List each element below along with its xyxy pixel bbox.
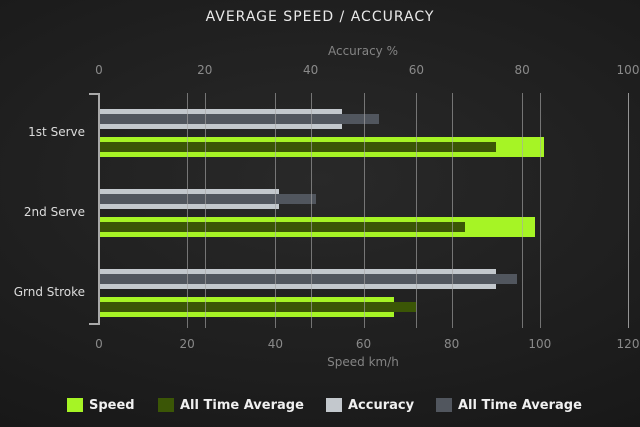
bottom-gridline-60 [363,93,365,328]
bottom-tick-40: 40 [267,337,283,351]
top-tick-80: 80 [514,63,530,77]
top-tick-20: 20 [197,63,213,77]
top-gridline-80 [522,93,524,328]
legend-label-accuracy-all-time-average: All Time Average [458,398,582,413]
top-gridline-40 [310,93,312,328]
bottom-tick-120: 120 [616,337,640,351]
bottom-tick-80: 80 [444,337,460,351]
bar-all-time-average-grnd-stroke [99,274,517,284]
category-label-2nd-serve: 2nd Serve [23,205,85,219]
top-gridline-20 [204,93,206,328]
bar-all-time-average-2nd-serve [99,194,316,204]
top-tick-0: 0 [95,63,103,77]
legend-label-accuracy: Accuracy [348,398,415,413]
top-axis-title: Accuracy % [327,44,399,58]
legend-swatch-speed [67,398,83,412]
y-axis-top-cap [89,93,100,95]
bottom-tick-0: 0 [95,337,103,351]
bar-all-time-average-grnd-stroke [99,301,417,312]
top-tick-60: 60 [408,63,425,77]
top-tick-100: 100 [616,63,640,77]
legend-label-speed-all-time-average: All Time Average [180,398,304,413]
bottom-tick-100: 100 [528,337,552,351]
top-gridline-60 [416,93,418,328]
bottom-gridline-80 [451,93,453,328]
legend-swatch-accuracy [326,398,342,412]
top-tick-40: 40 [302,63,319,77]
bottom-gridline-40 [275,93,277,328]
category-label-grnd-stroke: Grnd Stroke [13,285,85,299]
legend-label-speed: Speed [89,398,135,413]
chart-title: AVERAGE SPEED / ACCURACY [205,9,435,25]
bottom-axis-title: Speed km/h [327,355,399,369]
bottom-tick-20: 20 [179,337,195,351]
bar-all-time-average-2nd-serve [99,221,465,232]
bar-all-time-average-1st-serve [99,114,380,124]
bottom-gridline-20 [187,93,189,328]
legend-swatch-accuracy-all-time-average [436,398,452,412]
category-label-1st-serve: 1st Serve [28,125,85,139]
top-gridline-100 [628,93,629,328]
bottom-gridline-100 [539,93,541,328]
bar-all-time-average-1st-serve [99,141,496,152]
legend-swatch-speed-all-time-average [158,398,174,412]
y-axis-bottom-cap [89,323,100,325]
y-axis [98,93,100,325]
bottom-tick-60: 60 [355,337,372,351]
